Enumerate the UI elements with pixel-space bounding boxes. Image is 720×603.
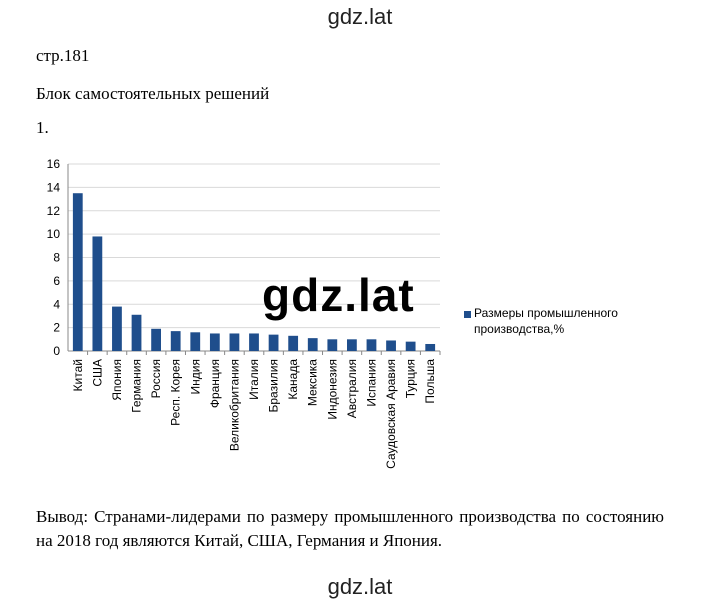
x-tick-label: Саудовская Аравия: [384, 359, 398, 469]
bar: [170, 331, 181, 351]
bar: [386, 340, 396, 351]
legend-swatch: [464, 311, 471, 318]
bar: [405, 341, 416, 351]
y-tick-label: 10: [47, 227, 61, 241]
watermark-bottom: gdz.lat: [327, 574, 393, 599]
bar: [425, 343, 436, 351]
bar: [307, 338, 318, 351]
bar: [229, 333, 240, 351]
bar: [131, 314, 142, 351]
bar-chart: 0 2 4 6 8 10 12 14 16 Китай США Япония Германия Росси…: [47, 157, 441, 469]
y-tick-label: 4: [53, 297, 60, 311]
legend-label: Размеры промышленного производства,%: [474, 306, 618, 336]
bar: [268, 334, 279, 351]
section-title: Блок самостоятельных решений: [36, 84, 270, 103]
watermark-top: gdz.lat: [327, 4, 393, 29]
x-tick-label: Индонезия: [325, 359, 339, 420]
x-tick-label: Польша: [423, 359, 437, 404]
x-tick-label: Япония: [110, 359, 124, 401]
x-tick-label: Канада: [286, 359, 300, 400]
x-tick-label: Респ. Корея: [169, 359, 183, 426]
x-tick-label: Мексика: [306, 359, 320, 406]
bar: [151, 328, 161, 351]
bar: [92, 236, 103, 351]
bar: [288, 335, 299, 351]
y-tick-label: 2: [53, 321, 60, 335]
conclusion-text: Вывод: Странами-лидерами по размеру пром…: [36, 507, 664, 550]
bar: [112, 306, 122, 351]
y-tick-label: 8: [53, 251, 60, 265]
y-tick-label: 12: [47, 204, 61, 218]
x-tick-label: Италия: [247, 359, 261, 400]
task-number: 1.: [36, 118, 49, 137]
y-tick-label: 6: [53, 274, 60, 288]
x-tick-label: Австралия: [345, 359, 359, 418]
bar: [347, 339, 357, 351]
bar: [72, 193, 83, 351]
x-tick-label: Германия: [130, 359, 144, 413]
y-tick-label: 0: [53, 344, 60, 358]
bar: [209, 333, 220, 351]
bar: [327, 339, 338, 351]
watermark-chart: gdz.lat: [262, 269, 415, 321]
bar: [249, 333, 259, 351]
x-tick-label: Франция: [208, 359, 222, 408]
y-tick-label: 14: [47, 180, 61, 194]
x-tick-label: Индия: [188, 359, 202, 394]
x-tick-label: Россия: [149, 359, 163, 398]
page-reference: стр.181: [36, 46, 90, 65]
x-tick-label: Испания: [364, 359, 378, 407]
x-tick-label: Великобритания: [227, 359, 241, 451]
x-tick-label: Бразилия: [267, 359, 281, 413]
x-tick-label: Китай: [71, 359, 85, 391]
y-tick-label: 16: [47, 157, 61, 171]
bar: [366, 339, 377, 351]
x-tick-label: США: [90, 359, 104, 387]
bar: [190, 332, 201, 351]
x-tick-label: Турция: [404, 359, 418, 398]
